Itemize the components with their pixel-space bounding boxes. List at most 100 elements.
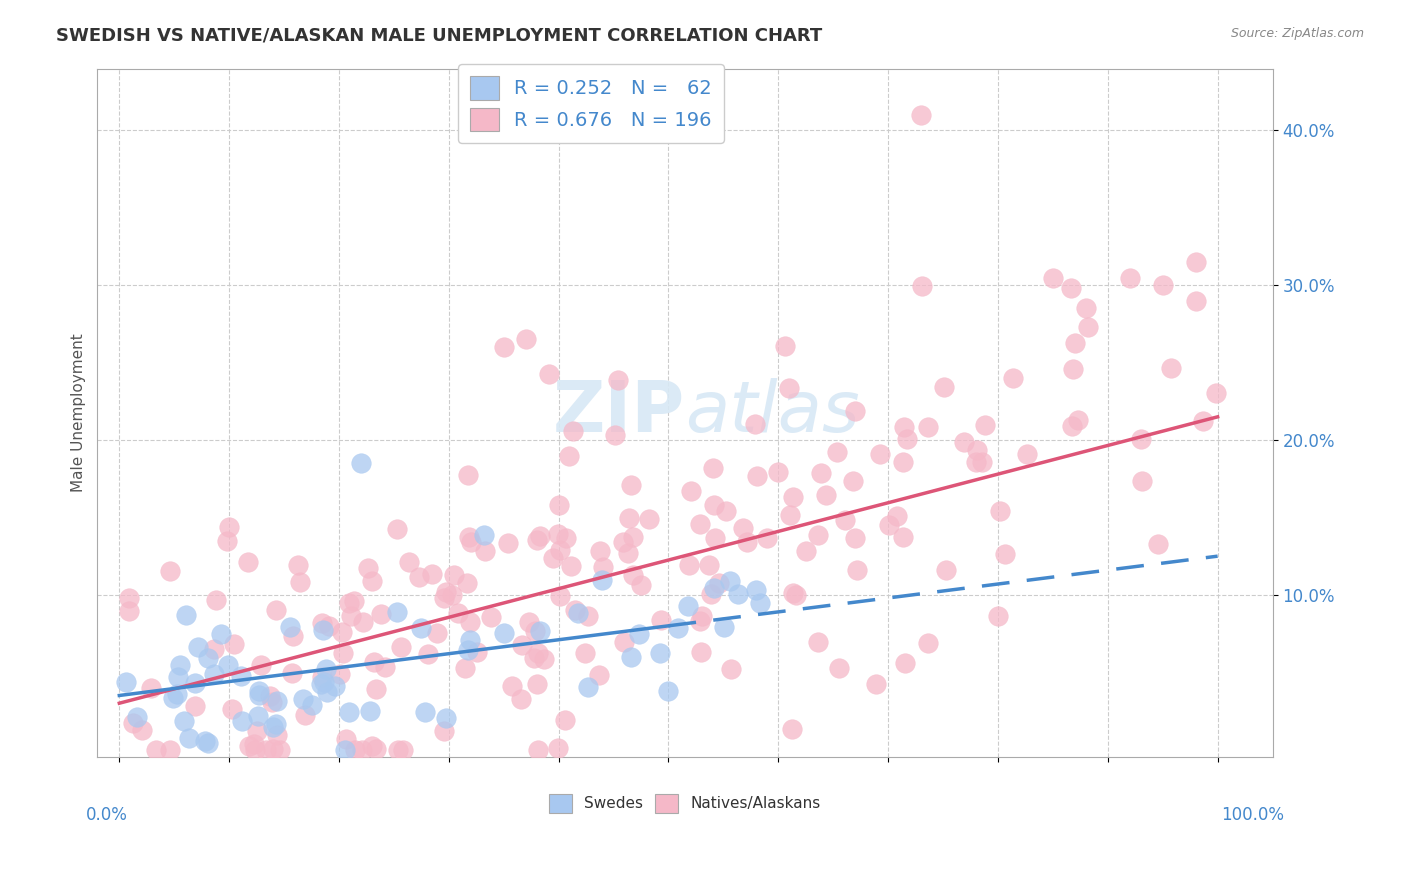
- Text: ZIP: ZIP: [553, 378, 685, 448]
- Point: [972, 455, 994, 469]
- Point: [311, 623, 333, 637]
- Point: [807, 634, 830, 648]
- Point: [689, 645, 711, 659]
- Point: [778, 381, 800, 395]
- Legend: Swedes, Natives/Alaskans: Swedes, Natives/Alaskans: [543, 788, 827, 819]
- Point: [264, 603, 287, 617]
- Point: [1060, 280, 1083, 294]
- Point: [418, 647, 440, 661]
- Point: [260, 695, 283, 709]
- Point: [118, 603, 141, 617]
- Text: 100.0%: 100.0%: [1222, 805, 1284, 823]
- Point: [607, 373, 630, 387]
- Point: [567, 606, 589, 620]
- Point: [564, 602, 586, 616]
- Point: [460, 535, 482, 549]
- Point: [409, 622, 432, 636]
- Point: [318, 619, 340, 633]
- Point: [988, 503, 1011, 517]
- Point: [702, 461, 724, 475]
- Point: [447, 606, 470, 620]
- Point: [114, 675, 136, 690]
- Point: [689, 517, 711, 532]
- Point: [547, 740, 569, 755]
- Point: [529, 624, 551, 639]
- Point: [492, 625, 515, 640]
- Point: [709, 576, 731, 591]
- Point: [526, 533, 548, 548]
- Point: [311, 669, 333, 683]
- Point: [290, 574, 312, 589]
- Point: [547, 527, 569, 541]
- Point: [187, 640, 209, 655]
- Point: [782, 490, 804, 504]
- Point: [389, 640, 412, 654]
- Point: [1205, 386, 1227, 401]
- Point: [269, 742, 291, 756]
- Point: [1062, 418, 1084, 433]
- Point: [443, 568, 465, 582]
- Point: [1042, 270, 1064, 285]
- Point: [316, 684, 339, 698]
- Point: [548, 542, 571, 557]
- Point: [339, 608, 361, 623]
- Point: [162, 691, 184, 706]
- Point: [844, 403, 866, 417]
- Point: [359, 704, 381, 718]
- Point: [266, 694, 288, 708]
- Point: [576, 681, 599, 695]
- Point: [733, 521, 755, 535]
- Point: [869, 447, 891, 461]
- Point: [628, 627, 651, 641]
- Point: [526, 646, 548, 660]
- Point: [366, 741, 388, 756]
- Point: [420, 567, 443, 582]
- Point: [1184, 293, 1206, 308]
- Point: [204, 592, 226, 607]
- Point: [616, 546, 638, 560]
- Point: [1192, 414, 1215, 428]
- Point: [893, 420, 915, 434]
- Point: [510, 692, 533, 706]
- Point: [169, 657, 191, 672]
- Point: [828, 661, 851, 675]
- Point: [510, 638, 533, 652]
- Point: [204, 666, 226, 681]
- Point: [433, 724, 456, 739]
- Point: [314, 674, 336, 689]
- Point: [779, 508, 801, 522]
- Point: [457, 643, 479, 657]
- Point: [690, 608, 713, 623]
- Point: [515, 333, 537, 347]
- Point: [197, 651, 219, 665]
- Point: [745, 583, 768, 598]
- Point: [617, 511, 640, 525]
- Point: [588, 667, 610, 681]
- Point: [166, 687, 188, 701]
- Point: [215, 533, 238, 548]
- Point: [517, 615, 540, 630]
- Point: [174, 607, 197, 622]
- Point: [292, 691, 315, 706]
- Point: [224, 637, 246, 651]
- Point: [603, 428, 626, 442]
- Point: [554, 713, 576, 727]
- Point: [217, 658, 239, 673]
- Point: [370, 607, 392, 621]
- Point: [827, 445, 849, 459]
- Point: [387, 742, 409, 756]
- Point: [391, 742, 413, 756]
- Point: [363, 655, 385, 669]
- Point: [891, 455, 914, 469]
- Point: [865, 677, 887, 691]
- Point: [1074, 301, 1097, 316]
- Point: [374, 660, 396, 674]
- Point: [704, 532, 727, 546]
- Point: [360, 739, 382, 753]
- Point: [966, 443, 988, 458]
- Point: [501, 679, 523, 693]
- Point: [243, 737, 266, 751]
- Point: [782, 586, 804, 600]
- Point: [337, 596, 360, 610]
- Point: [735, 535, 758, 549]
